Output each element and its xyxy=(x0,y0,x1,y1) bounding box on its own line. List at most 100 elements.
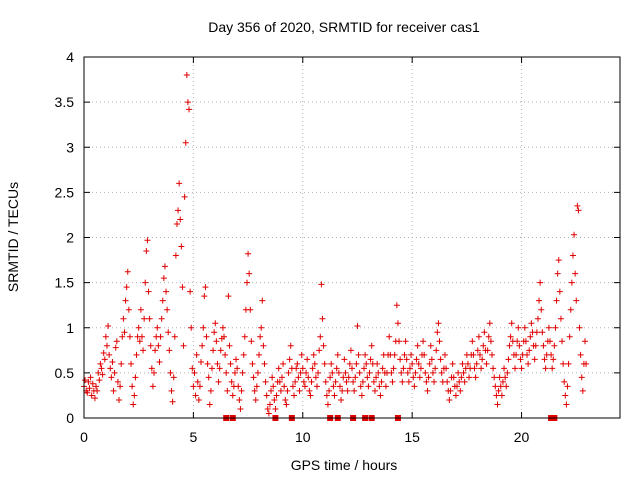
data-point xyxy=(485,333,492,340)
data-point xyxy=(340,374,347,381)
data-point xyxy=(137,306,144,313)
data-point xyxy=(270,383,277,390)
data-point xyxy=(298,351,305,358)
data-point xyxy=(258,324,265,331)
data-point xyxy=(196,383,203,390)
data-point xyxy=(424,387,431,394)
data-point xyxy=(306,387,313,394)
data-point xyxy=(128,360,135,367)
data-point xyxy=(199,342,206,349)
data-point xyxy=(423,378,430,385)
data-point xyxy=(245,250,252,257)
data-point xyxy=(297,369,304,376)
data-point xyxy=(486,320,493,327)
data-point xyxy=(124,268,131,275)
data-point xyxy=(403,356,410,363)
data-point xyxy=(287,342,294,349)
data-point xyxy=(412,369,419,376)
y-tick-label: 2.5 xyxy=(55,184,75,200)
data-point xyxy=(437,356,444,363)
data-point xyxy=(552,324,559,331)
data-point xyxy=(98,365,105,372)
x-tick-label: 10 xyxy=(295,429,311,445)
data-point xyxy=(251,387,258,394)
data-point xyxy=(312,374,319,381)
data-point xyxy=(96,377,103,384)
data-point xyxy=(213,338,220,345)
data-point xyxy=(413,356,420,363)
data-point xyxy=(313,383,320,390)
data-point xyxy=(557,315,564,322)
data-point xyxy=(157,333,164,340)
x-tick-label: 5 xyxy=(189,429,197,445)
data-point xyxy=(86,385,93,392)
data-point xyxy=(207,387,214,394)
data-point xyxy=(522,338,529,345)
data-point xyxy=(573,297,580,304)
y-tick-label: 1 xyxy=(66,320,74,336)
data-point xyxy=(272,405,279,412)
data-point xyxy=(117,383,124,390)
data-point xyxy=(518,365,525,372)
data-point xyxy=(110,387,117,394)
data-point xyxy=(250,374,257,381)
data-point xyxy=(575,207,582,214)
data-point xyxy=(106,351,113,358)
data-point xyxy=(108,374,115,381)
data-point xyxy=(281,383,288,390)
data-point xyxy=(556,288,563,295)
data-point xyxy=(170,374,177,381)
data-point xyxy=(184,99,191,106)
data-point xyxy=(237,405,244,412)
data-point xyxy=(116,396,123,403)
data-point xyxy=(126,333,133,340)
data-point xyxy=(214,360,221,367)
data-point xyxy=(526,347,533,354)
data-point xyxy=(378,378,385,385)
data-point xyxy=(546,338,553,345)
data-point xyxy=(316,347,323,354)
data-point xyxy=(435,320,442,327)
data-point xyxy=(129,383,136,390)
data-point xyxy=(277,387,284,394)
data-point xyxy=(564,383,571,390)
data-point xyxy=(317,333,324,340)
data-point xyxy=(454,383,461,390)
data-point xyxy=(404,369,411,376)
data-point xyxy=(118,360,125,367)
data-point xyxy=(459,360,466,367)
data-point xyxy=(93,383,100,390)
data-point xyxy=(200,324,207,331)
data-point xyxy=(583,360,590,367)
data-point xyxy=(91,395,98,402)
data-point xyxy=(224,387,231,394)
data-point xyxy=(397,356,404,363)
y-tick-label: 3 xyxy=(66,139,74,155)
data-points xyxy=(81,72,590,421)
data-point xyxy=(354,322,361,329)
data-point xyxy=(496,374,503,381)
data-point xyxy=(456,378,463,385)
x-axis-label: GPS time / hours xyxy=(291,457,398,473)
plot-frame xyxy=(83,56,621,419)
data-point xyxy=(141,315,148,322)
data-point xyxy=(490,365,497,372)
data-point xyxy=(479,356,486,363)
data-point xyxy=(560,360,567,367)
data-point xyxy=(89,380,96,387)
data-point xyxy=(198,359,205,366)
data-point xyxy=(511,365,518,372)
data-point xyxy=(321,360,328,367)
data-point xyxy=(323,392,330,399)
data-point xyxy=(331,392,338,399)
data-point xyxy=(363,360,370,367)
data-point xyxy=(178,243,185,250)
data-point xyxy=(379,365,386,372)
data-point xyxy=(189,365,196,372)
data-point xyxy=(537,279,544,286)
data-point xyxy=(471,365,478,372)
data-point xyxy=(353,360,360,367)
data-point xyxy=(158,315,165,322)
data-point xyxy=(149,383,156,390)
data-point xyxy=(293,365,300,372)
